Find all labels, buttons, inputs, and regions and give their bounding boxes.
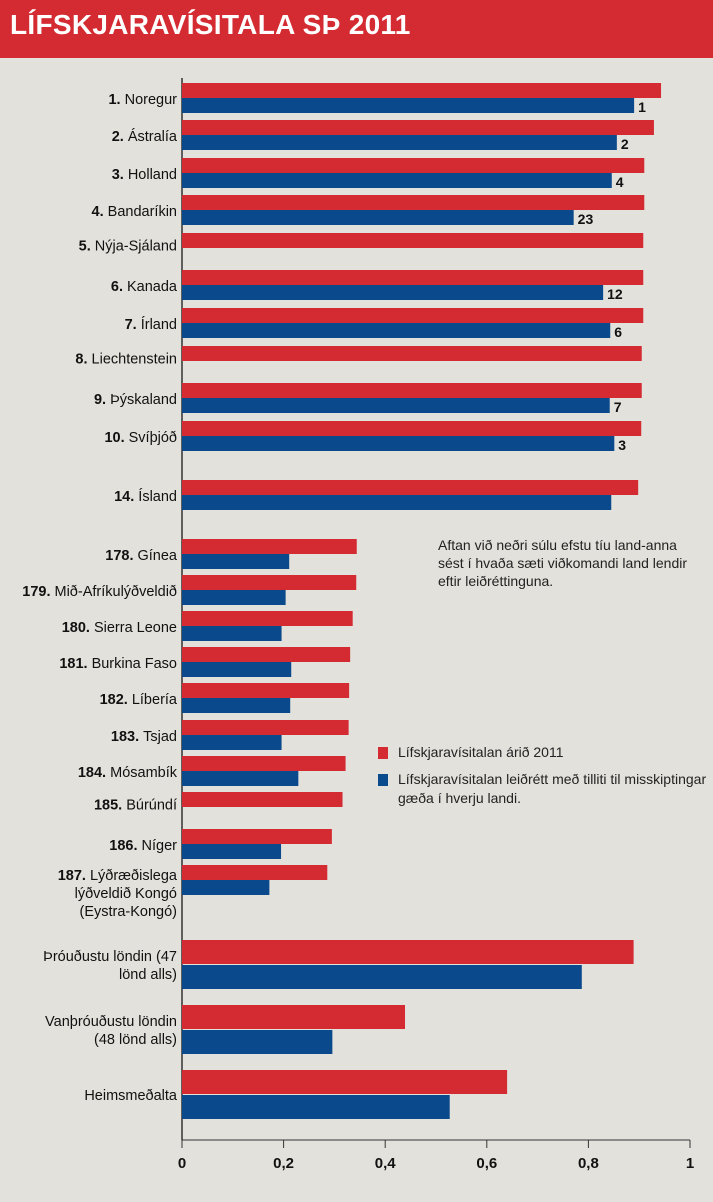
bar-adjusted: [182, 880, 270, 895]
adjusted-rank-label: 12: [607, 286, 623, 302]
bar-original: [182, 792, 343, 807]
bar-adjusted: [182, 210, 574, 225]
bar-original: [182, 1070, 508, 1094]
bar-original: [182, 647, 351, 662]
category-label: 182. Líbería: [100, 692, 178, 708]
bar-original: [182, 575, 357, 590]
bar-adjusted: [182, 554, 290, 569]
adjusted-rank-label: 7: [614, 399, 622, 415]
bar-adjusted: [182, 323, 611, 338]
category-label: 4. Bandaríkin: [92, 204, 177, 220]
bar-adjusted: [182, 662, 292, 677]
category-label: 178. Gínea: [105, 548, 178, 564]
category-label: 9. Þýskaland: [94, 392, 177, 408]
title-banner: LÍFSKJARAVÍSITALA SÞ 2011: [0, 0, 713, 58]
category-label: (48 lönd alls): [94, 1032, 177, 1048]
bar-original: [182, 829, 332, 844]
category-label: (Eystra-Kongó): [79, 904, 177, 920]
bar-adjusted: [182, 698, 291, 713]
category-label: 187. Lýðræðislega: [58, 868, 178, 884]
bar-original: [182, 308, 644, 323]
category-label: 6. Kanada: [111, 279, 178, 295]
bar-original: [182, 83, 662, 98]
category-label: 186. Níger: [109, 838, 177, 854]
category-label: 2. Ástralía: [112, 128, 178, 145]
category-label: 1. Noregur: [108, 92, 177, 108]
legend-label-original: Lífskjaravísitalan árið 2011: [398, 744, 564, 760]
category-label: 8. Liechtenstein: [75, 352, 177, 368]
bar-original: [182, 756, 346, 771]
bar-adjusted: [182, 1030, 333, 1054]
bar-adjusted: [182, 495, 612, 510]
x-tick-label: 0,2: [273, 1155, 294, 1172]
x-tick-label: 0,4: [375, 1155, 397, 1172]
bar-original: [182, 158, 645, 173]
category-label: 5. Nýja-Sjáland: [79, 239, 177, 255]
bar-adjusted: [182, 98, 635, 113]
adjusted-rank-label: 23: [578, 211, 594, 227]
bar-original: [182, 195, 645, 210]
category-label: 10. Svíþjóð: [104, 430, 177, 446]
bar-adjusted: [182, 771, 299, 786]
category-label: 14. Ísland: [114, 488, 177, 505]
category-label: 180. Sierra Leone: [62, 620, 177, 636]
bar-original: [182, 421, 642, 436]
bar-adjusted: [182, 173, 612, 188]
bar-original: [182, 120, 654, 135]
bar-original: [182, 1005, 406, 1029]
bar-adjusted: [182, 436, 615, 451]
chart-title: LÍFSKJARAVÍSITALA SÞ 2011: [10, 9, 411, 40]
legend-label-adjusted: Lífskjaravísitalan leiðrétt með tilliti …: [398, 771, 707, 806]
adjusted-rank-label: 4: [616, 174, 624, 190]
bar-adjusted: [182, 590, 286, 605]
bar-original: [182, 383, 642, 398]
bar-adjusted: [182, 398, 610, 413]
bar-adjusted: [182, 735, 282, 750]
adjusted-rank-label: 6: [614, 324, 622, 340]
chart-note: Aftan við neðri súlu efstu tíu land-anna…: [438, 537, 688, 589]
bar-original: [182, 346, 642, 361]
category-label: Þróuðustu löndin (47: [43, 949, 177, 965]
category-label: 183. Tsjad: [111, 729, 177, 745]
bar-adjusted: [182, 1095, 450, 1119]
bar-adjusted: [182, 135, 617, 150]
legend-item-original: Lífskjaravísitalan árið 2011: [378, 743, 713, 762]
legend-swatch-blue: [378, 774, 388, 786]
legend-item-adjusted: Lífskjaravísitalan leiðrétt með tilliti …: [378, 770, 713, 808]
bar-original: [182, 233, 644, 248]
category-label: 3. Holland: [112, 167, 177, 183]
bar-adjusted: [182, 965, 582, 989]
bar-original: [182, 865, 328, 880]
x-tick-label: 1: [686, 1155, 694, 1172]
category-label: 181. Burkina Faso: [59, 656, 177, 672]
x-tick-label: 0: [178, 1155, 186, 1172]
adjusted-rank-label: 3: [618, 437, 626, 453]
bar-original: [182, 611, 353, 626]
bar-original: [182, 683, 350, 698]
adjusted-rank-label: 1: [638, 99, 646, 115]
x-tick-label: 0,8: [578, 1155, 599, 1172]
category-label: 184. Mósambík: [78, 765, 178, 781]
bar-original: [182, 940, 634, 964]
category-label: lýðveldið Kongó: [75, 886, 177, 902]
category-label: Vanþróuðustu löndin: [45, 1014, 177, 1030]
category-label: 185. Búrúndí: [94, 798, 177, 814]
bar-adjusted: [182, 844, 282, 859]
bar-adjusted: [182, 285, 604, 300]
bar-original: [182, 720, 349, 735]
category-label: 179. Mið-Afríkulýðveldið: [22, 584, 177, 600]
bar-original: [182, 480, 639, 495]
bar-original: [182, 270, 644, 285]
legend-swatch-red: [378, 747, 388, 759]
bar-adjusted: [182, 626, 282, 641]
category-label: 7. Írland: [125, 316, 177, 333]
x-tick-label: 0,6: [476, 1155, 497, 1172]
category-label: Heimsmeðalta: [84, 1088, 178, 1104]
category-label: lönd alls): [119, 967, 177, 983]
adjusted-rank-label: 2: [621, 136, 629, 152]
bar-original: [182, 539, 357, 554]
